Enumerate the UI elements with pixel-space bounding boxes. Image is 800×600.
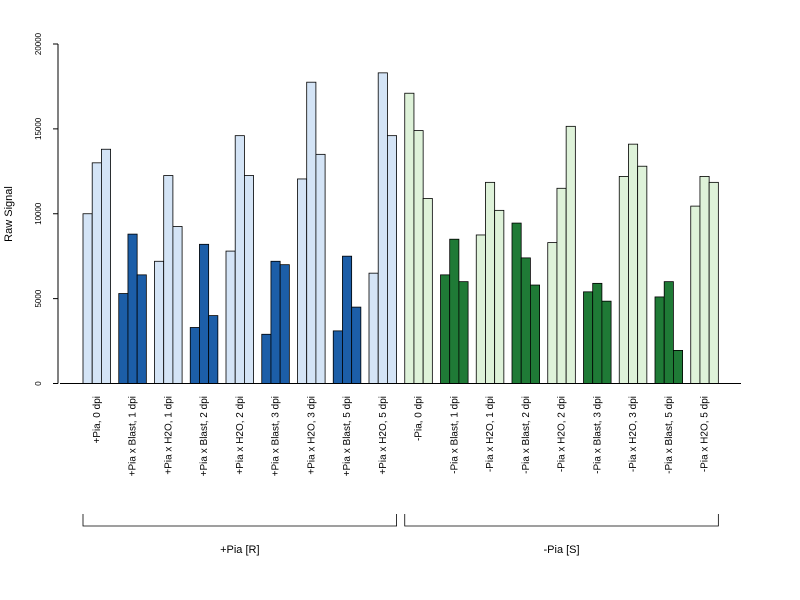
bar <box>618 176 629 384</box>
bar <box>413 130 424 384</box>
bar <box>386 135 397 384</box>
bar <box>101 148 112 384</box>
bar <box>458 281 469 384</box>
bar <box>511 222 522 384</box>
y-tick-label: 10000 <box>34 202 43 225</box>
bar <box>565 125 576 384</box>
bar <box>699 176 710 384</box>
bar <box>368 272 379 384</box>
y-tick-label: 15000 <box>34 117 43 140</box>
bar <box>601 300 612 384</box>
bar <box>422 198 433 384</box>
group-bracket <box>404 514 719 527</box>
x-tick-label: -Pia x Blast, 1 dpi <box>449 396 460 474</box>
bar <box>690 205 701 384</box>
bar <box>189 327 200 384</box>
group-bracket-label: -Pia [S] <box>544 544 580 556</box>
x-tick-label: -Pia x H2O, 2 dpi <box>557 396 568 472</box>
x-tick-label: +Pia x H2O, 2 dpi <box>235 396 246 475</box>
bar <box>351 306 362 384</box>
bar <box>449 238 460 384</box>
bar <box>628 143 639 384</box>
x-tick-label: -Pia x H2O, 1 dpi <box>485 396 496 472</box>
bar <box>332 330 343 384</box>
bar <box>654 296 665 384</box>
bar <box>279 264 290 384</box>
bar <box>243 175 254 384</box>
x-tick-label: -Pia x H2O, 3 dpi <box>628 396 639 472</box>
x-tick-label: +Pia x Blast, 2 dpi <box>199 396 210 476</box>
bar <box>485 181 496 384</box>
bar <box>673 349 684 384</box>
bars <box>82 72 719 384</box>
bar <box>127 233 138 384</box>
bar <box>154 260 165 384</box>
bar <box>82 213 93 384</box>
bar <box>91 162 102 384</box>
bar <box>306 81 317 384</box>
bar <box>208 315 219 384</box>
group-bracket-label: +Pia [R] <box>220 544 259 556</box>
x-tick-label: -Pia x Blast, 3 dpi <box>592 396 603 474</box>
bar <box>118 293 129 384</box>
group-brackets: +Pia [R] -Pia [S] <box>82 514 719 556</box>
x-tick-label: -Pia x Blast, 2 dpi <box>521 396 532 474</box>
x-tick-label: -Pia, 0 dpi <box>414 396 425 441</box>
x-tick-label: +Pia x H2O, 1 dpi <box>163 396 174 475</box>
bar <box>342 255 353 384</box>
group-bracket <box>82 514 397 527</box>
bar <box>556 187 567 384</box>
x-tick-label: +Pia, 0 dpi <box>92 396 103 444</box>
bar <box>494 209 505 384</box>
bar <box>475 234 486 384</box>
y-tick-label: 0 <box>34 381 43 386</box>
x-tick-label: +Pia x Blast, 5 dpi <box>342 396 353 476</box>
y-tick-label: 5000 <box>34 289 43 307</box>
bar <box>261 333 272 384</box>
x-tick-label: -Pia x H2O, 5 dpi <box>700 396 711 472</box>
bar <box>199 243 210 384</box>
bar <box>315 153 326 384</box>
bar <box>234 135 245 384</box>
bar <box>377 72 388 384</box>
x-tick-labels: +Pia, 0 dpi +Pia x Blast, 1 dpi +Pia x H2O… <box>92 396 711 476</box>
bar <box>637 165 648 384</box>
bar <box>136 274 147 384</box>
bar <box>225 250 236 384</box>
x-tick-label: +Pia x Blast, 1 dpi <box>128 396 139 476</box>
bar <box>708 181 719 384</box>
bar <box>163 175 174 384</box>
bar <box>520 257 531 384</box>
bar <box>592 282 603 384</box>
bar <box>440 274 451 384</box>
bar <box>547 242 558 384</box>
bar <box>663 281 674 384</box>
y-tick-label: 20000 <box>34 32 43 55</box>
x-tick-label: +Pia x Blast, 3 dpi <box>271 396 282 476</box>
bar <box>270 260 281 384</box>
bar <box>172 226 183 384</box>
x-tick-label: -Pia x Blast, 5 dpi <box>664 396 675 474</box>
bar <box>530 284 541 384</box>
bar <box>404 92 415 384</box>
x-tick-label: +Pia x H2O, 3 dpi <box>306 396 317 475</box>
x-tick-label: +Pia x H2O, 5 dpi <box>378 396 389 475</box>
bar <box>583 291 594 384</box>
y-axis: 0 5000 10000 15000 20000 <box>34 32 59 386</box>
bar <box>297 178 308 384</box>
y-axis-label: Raw Signal <box>3 186 15 242</box>
